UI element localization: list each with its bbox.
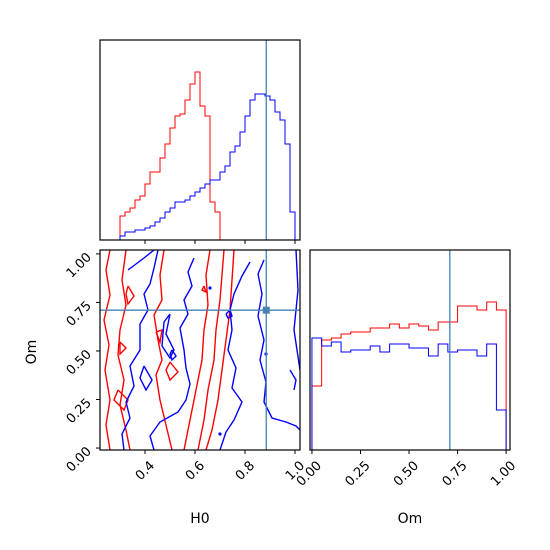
contour-red-4	[197, 250, 225, 450]
contour-blue-8	[169, 349, 177, 362]
h0-histogram-blue	[119, 93, 296, 240]
h0-om-contour-panel: 0.4 0.6 0.8 1.00.000.250.500.751.00	[64, 249, 308, 484]
om-y-tick-label-0: 0.00	[64, 444, 95, 475]
contour-red-6	[125, 285, 135, 306]
h0-histogram-panel	[99, 39, 301, 244]
h0-histogram-frame	[99, 39, 301, 241]
contour-blue-6	[161, 313, 175, 360]
y-axis-label-om: Om	[24, 340, 40, 365]
h0-x-tick-label-0: 0.4	[133, 458, 158, 483]
contour-blue-3	[219, 261, 251, 450]
contour-blue-10	[225, 308, 233, 319]
contour-red-1	[117, 250, 131, 450]
h0-histogram-red	[119, 71, 295, 241]
om-x-tick-label-4: 1.00	[488, 458, 519, 489]
contour-blue-0	[127, 250, 155, 271]
contour-red-9	[113, 389, 129, 412]
contour-blue-9	[289, 369, 297, 391]
contour-red-8	[165, 361, 179, 382]
contour-blue-dot-2	[208, 286, 212, 290]
contour-red-7	[155, 328, 163, 345]
om-x-tick-label-3: 0.75	[440, 458, 471, 489]
contour-blue-dot-1	[218, 432, 222, 436]
om-y-tick-label-2: 0.50	[64, 347, 95, 378]
contour-red-11	[201, 285, 208, 294]
contour-red-0	[103, 250, 111, 450]
h0-x-tick-label-1: 0.6	[183, 458, 208, 483]
om-histogram-panel: 0.00 0.25 0.50 0.75 1.00	[294, 249, 519, 490]
om-histogram-frame	[309, 249, 511, 451]
truth-marker	[262, 306, 270, 314]
x-axis-label-h0: H0	[190, 511, 209, 527]
om-y-tick-label-1: 0.25	[64, 396, 95, 427]
contour-red-10	[119, 341, 127, 356]
om-y-tick-label-4: 1.00	[64, 250, 95, 281]
contour-blue-1	[121, 250, 159, 450]
contour-blue-2	[149, 257, 195, 450]
om-histogram-blue	[311, 337, 507, 450]
axis-labels: H0 Om Om	[24, 340, 422, 527]
om-histogram-red	[311, 301, 507, 450]
om-x-tick-label-2: 0.50	[391, 458, 422, 489]
contour-red-2	[153, 250, 173, 450]
om-x-tick-label-1: 0.25	[342, 458, 373, 489]
h0-x-tick-label-2: 0.8	[233, 458, 258, 483]
contour-blue-7	[139, 365, 153, 392]
contour-red-3	[183, 250, 211, 450]
contour-red-5	[205, 250, 235, 450]
x-axis-label-om: Om	[398, 511, 423, 527]
contour-blue-4	[257, 259, 300, 431]
contour-frame	[99, 249, 301, 451]
contour-lines	[103, 250, 300, 450]
om-y-tick-label-3: 0.75	[64, 299, 95, 330]
